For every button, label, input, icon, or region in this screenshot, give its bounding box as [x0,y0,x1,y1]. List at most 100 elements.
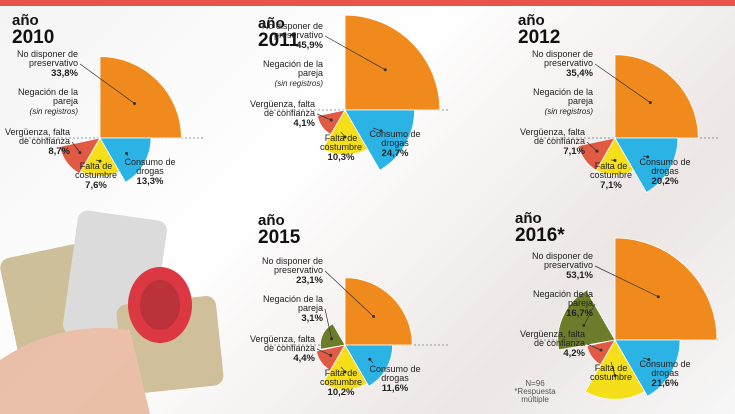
value-label: 13,3% [120,177,180,186]
category-name: Consumo de drogas [635,158,695,176]
category-name: No disponer de preservativo [498,252,593,270]
chart-canvas [0,0,735,414]
category-name: No disponer de preservativo [0,50,78,68]
leader-dot [649,101,652,104]
sector [615,238,717,340]
infographic: año2010No disponer de preservativo33,8%N… [0,0,735,414]
leader-dot [368,358,371,361]
value-label: (sin registros) [238,79,323,88]
category-name: Falta de costumbre [581,162,641,180]
year: 2012 [518,29,560,46]
category-label: Vergüenza, falta de confianza4,2% [515,330,585,358]
leader-dot [595,150,598,153]
category-name: Vergüenza, falta de confianza [515,330,585,348]
value-label: 24,7% [365,149,425,158]
year: 2010 [12,29,54,46]
value-label: 4,4% [245,354,315,363]
category-name: Negación de la pareja [508,88,593,106]
leader-dot [78,151,81,154]
top-band [0,0,735,6]
sector [100,57,181,138]
category-label: Negación de la pareja(sin registros) [508,88,593,116]
value-label: 33,8% [0,69,78,78]
leader-dot [384,68,387,71]
category-name: Consumo de drogas [635,360,695,378]
year: 2016* [515,227,565,244]
category-name: Vergüenza, falta de confianza [245,100,315,118]
sector [615,55,698,138]
category-name: Falta de costumbre [66,162,126,180]
leader-dot [372,315,375,318]
category-name: Consumo de drogas [365,130,425,148]
leader-dot [133,102,136,105]
value-label: 23,1% [228,276,323,285]
leader-dot [600,349,603,352]
leader-dot [330,337,333,340]
value-label: 3,1% [238,314,323,323]
value-label: (sin registros) [0,107,78,116]
category-name: Vergüenza, falta de confianza [515,128,585,146]
value-label: (sin registros) [508,107,593,116]
category-name: Falta de costumbre [581,364,641,382]
value-label: 35,4% [498,69,593,78]
sector [345,15,440,110]
category-label: Consumo de drogas20,2% [635,158,695,186]
sector [345,278,412,345]
value-label: 53,1% [498,271,593,280]
photo-decoration [0,209,224,414]
value-label: 21,6% [635,379,695,388]
page: {"chart_data": [ {"type": "polar-area", … [0,0,735,414]
category-name: Negación de la pareja [508,290,593,308]
leader-dot [657,295,660,298]
category-name: Negación de la pareja [238,60,323,78]
value-label: 16,7% [508,309,593,318]
value-label: 8,7% [0,147,70,156]
category-name: Vergüenza, falta de confianza [0,128,70,146]
category-label: Negación de la pareja3,1% [238,295,323,323]
leader-dot [125,152,128,155]
value-label: 11,6% [365,384,425,393]
note: *Respuesta múltiple [505,388,565,404]
year-label: año2010 [12,12,54,46]
value-label: 7,6% [66,181,126,190]
category-label: Negación de la pareja(sin registros) [0,88,78,116]
category-name: No disponer de preservativo [228,257,323,275]
notes: N=96*Respuesta múltiple [505,380,565,404]
value-label: 20,2% [635,177,695,186]
category-name: No disponer de preservativo [228,22,323,40]
category-name: Falta de costumbre [311,369,371,387]
category-name: Vergüenza, falta de confianza [245,335,315,353]
category-label: Falta de costumbre [581,364,641,382]
value-label: 10,3% [311,153,371,162]
category-label: Falta de costumbre7,1% [581,162,641,190]
leader-dot [330,118,333,121]
category-name: No disponer de preservativo [498,50,593,68]
category-name: Consumo de drogas [365,365,425,383]
category-name: Consumo de drogas [120,158,180,176]
value-label: 10,2% [311,388,371,397]
value-label: 45,9% [228,41,323,50]
category-name: Negación de la pareja [0,88,78,106]
leader-dot [329,354,332,357]
leader-dot [582,324,585,327]
year-label: año2016* [515,210,565,244]
category-name: Falta de costumbre [311,134,371,152]
value-label: 7,1% [515,147,585,156]
category-label: Negación de la pareja(sin registros) [238,60,323,88]
